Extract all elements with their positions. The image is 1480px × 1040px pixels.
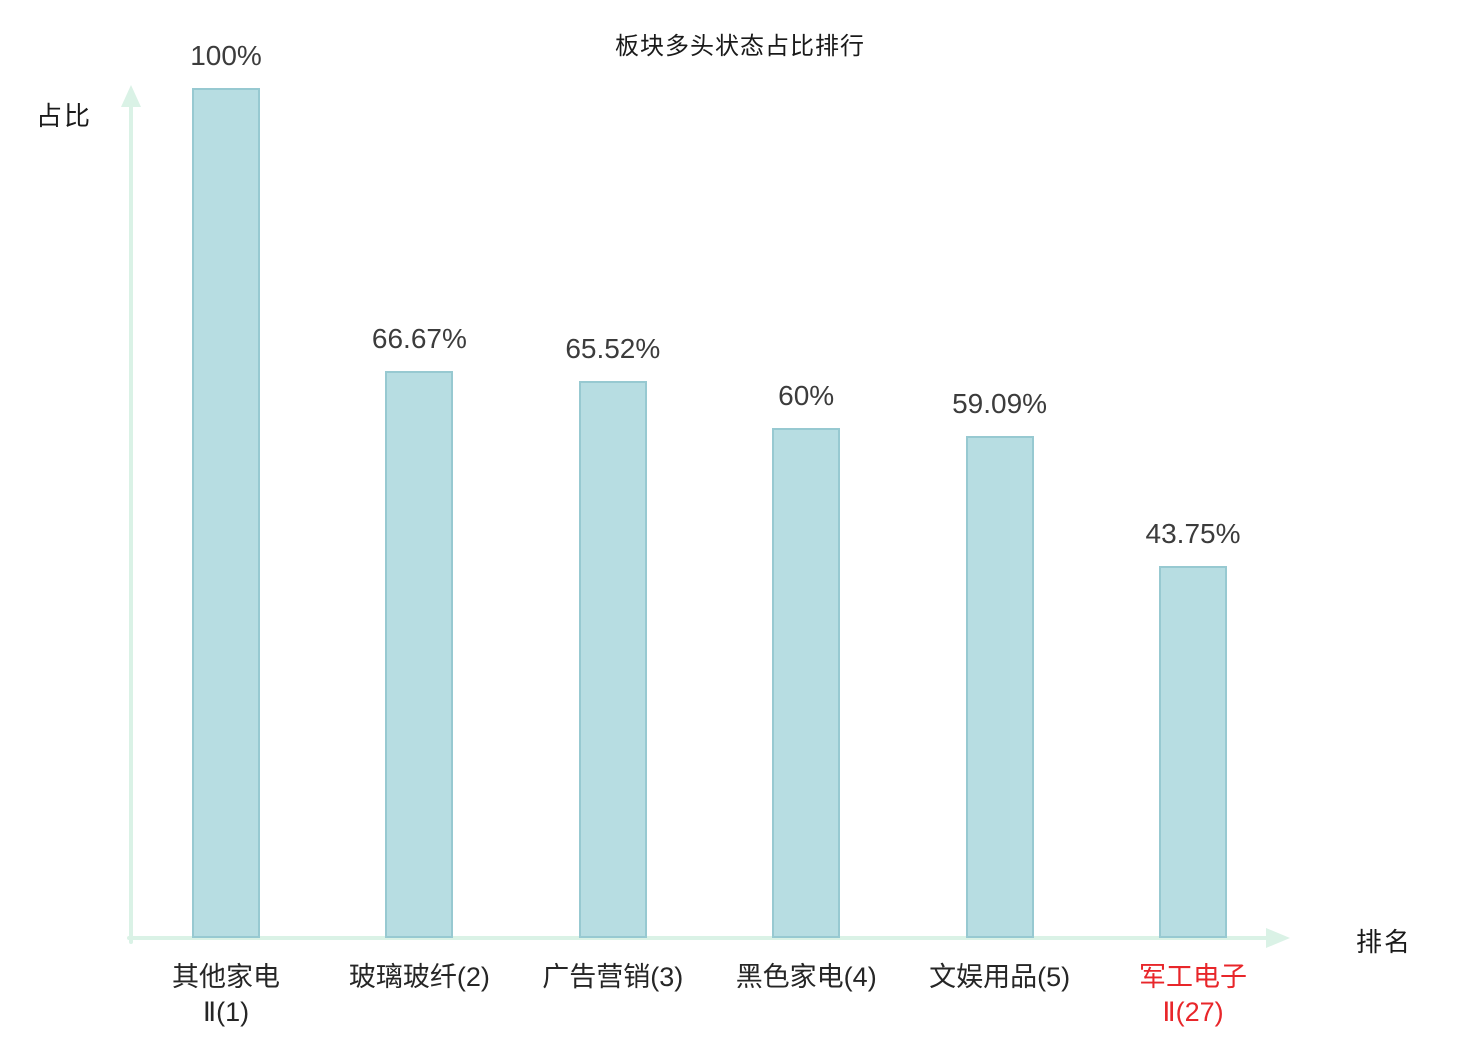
x-axis-arrow-icon bbox=[1266, 928, 1290, 948]
bar-category-label: 文娱用品(5) bbox=[870, 960, 1130, 995]
bar-category-label: 其他家电 Ⅱ(1) bbox=[96, 960, 356, 1030]
bar-category-label-line: 广告营销(3) bbox=[542, 962, 684, 992]
bar-category-label: 黑色家电(4) bbox=[676, 960, 936, 995]
bar-category-label: 军工电子 Ⅱ(27) bbox=[1063, 960, 1323, 1030]
bar bbox=[965, 435, 1034, 938]
bar bbox=[578, 381, 647, 938]
x-axis-label: 排名 bbox=[1356, 927, 1413, 957]
bar-category-label-line: Ⅱ(27) bbox=[1162, 997, 1224, 1027]
chart-title: 板块多头状态占比排行 bbox=[615, 33, 865, 60]
bar-category-label: 广告营销(3) bbox=[483, 960, 743, 995]
bar-value-label: 66.67% bbox=[371, 323, 467, 355]
bar-value-label: 59.09% bbox=[952, 387, 1048, 419]
y-axis-label: 占比 bbox=[36, 101, 93, 131]
bar-category-label-line: 军工电子 bbox=[1139, 962, 1247, 992]
y-axis-arrow-icon bbox=[121, 85, 141, 107]
bar bbox=[385, 371, 454, 938]
bar bbox=[1159, 566, 1227, 938]
bar-value-label: 43.75% bbox=[1145, 518, 1241, 550]
bar bbox=[772, 428, 841, 938]
bar-category-label-line: 玻璃玻纤(2) bbox=[348, 962, 490, 992]
bar-value-label: 65.52% bbox=[565, 333, 661, 365]
bar-category-label: 玻璃玻纤(2) bbox=[289, 960, 549, 995]
bar-category-label-line: Ⅱ(1) bbox=[202, 997, 250, 1027]
bar-value-label: 100% bbox=[190, 40, 262, 71]
bar bbox=[192, 88, 260, 938]
bar-category-label-line: 黑色家电(4) bbox=[735, 962, 877, 992]
bar-value-label: 60% bbox=[778, 380, 835, 411]
bar-category-label-line: 文娱用品(5) bbox=[929, 962, 1071, 992]
bar-category-label-line: 其他家电 bbox=[172, 962, 280, 992]
